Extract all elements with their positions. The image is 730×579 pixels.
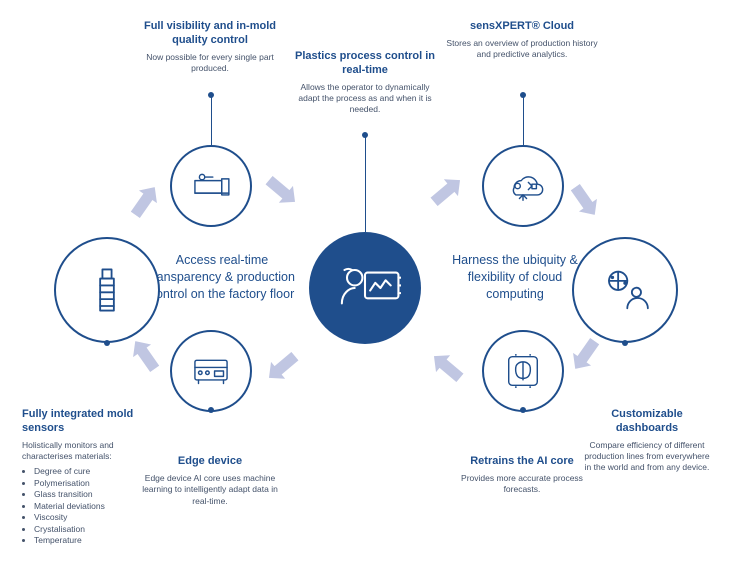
label-top_right: sensXPERT® Cloud Stores an overview of pr… — [442, 20, 602, 61]
label-desc-top_left: Now possible for every single part produ… — [130, 52, 290, 75]
label-desc-right: Compare efficiency of different producti… — [582, 440, 712, 474]
flow-arrow-5 — [427, 348, 467, 387]
flow-arrow-1 — [126, 335, 164, 375]
label-title-center: Plastics process control in real-time — [290, 50, 440, 78]
node-bot_left — [170, 330, 252, 412]
flow-arrow-3 — [262, 348, 302, 387]
label-bot_left: Edge device Edge device AI core uses mach… — [140, 455, 280, 507]
flow-arrow-7 — [566, 335, 604, 375]
label-desc-center: Allows the operator to dynamically adapt… — [290, 82, 440, 116]
label-title-right: Customizable dashboards — [582, 408, 712, 436]
label-bot_right: Retrains the AI core Provides more accura… — [452, 455, 592, 496]
ring-text-right: Harness the ubiquity & flexibility of cl… — [440, 252, 590, 303]
bullet-left-4: Viscosity — [34, 512, 162, 523]
node-top_right — [482, 145, 564, 227]
label-title-left: Fully integrated mold sensors — [22, 408, 162, 436]
label-desc-top_right: Stores an overview of production history… — [442, 38, 602, 61]
node-top_left — [170, 145, 252, 227]
node-center — [309, 232, 421, 344]
connector-top_right — [523, 95, 524, 145]
connector-dot-top_left — [208, 92, 214, 98]
connector-center — [365, 135, 366, 232]
bullet-left-5: Crystalisation — [34, 524, 162, 535]
label-title-bot_right: Retrains the AI core — [452, 455, 592, 469]
label-desc-bot_left: Edge device AI core uses machine learnin… — [140, 473, 280, 507]
connector-dot-bot_right — [520, 407, 526, 413]
connector-top_left — [211, 95, 212, 145]
node-left — [54, 237, 160, 343]
connector-dot-center — [362, 132, 368, 138]
label-title-top_right: sensXPERT® Cloud — [442, 20, 602, 34]
connector-dot-right — [622, 340, 628, 346]
label-desc-bot_right: Provides more accurate process forecasts… — [452, 473, 592, 496]
node-right — [572, 237, 678, 343]
node-bot_right — [482, 330, 564, 412]
label-right: Customizable dashboards Compare efficienc… — [582, 408, 712, 474]
label-title-top_left: Full visibility and in-mold quality cont… — [130, 20, 290, 48]
flow-arrow-4 — [427, 172, 467, 211]
label-title-bot_left: Edge device — [140, 455, 280, 469]
flow-arrow-0 — [126, 181, 164, 221]
connector-dot-left — [104, 340, 110, 346]
bullet-left-6: Temperature — [34, 535, 162, 546]
flow-arrow-2 — [262, 172, 302, 211]
ring-text-left: Access real-time transparency & producti… — [147, 252, 297, 303]
label-center: Plastics process control in real-time All… — [290, 50, 440, 116]
flow-arrow-6 — [566, 181, 604, 221]
label-top_left: Full visibility and in-mold quality cont… — [130, 20, 290, 74]
connector-dot-bot_left — [208, 407, 214, 413]
connector-dot-top_right — [520, 92, 526, 98]
